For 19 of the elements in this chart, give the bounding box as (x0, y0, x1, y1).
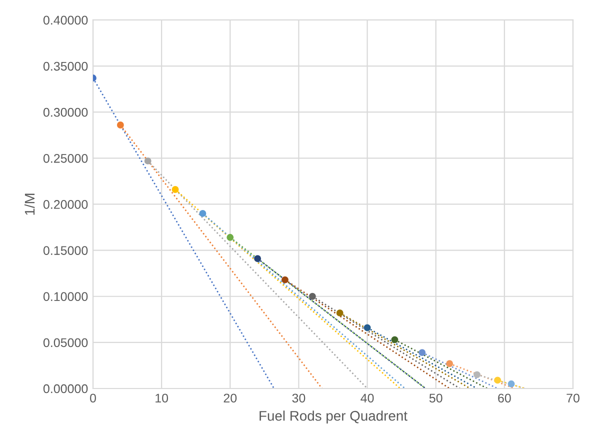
y-tick-label: 0.30000 (43, 108, 88, 117)
y-tick-label: 0.40000 (43, 16, 88, 25)
y-tick-label: 0.25000 (43, 154, 88, 163)
x-tick-label: 0 (90, 394, 96, 403)
y-tick-label: 0.10000 (43, 292, 88, 302)
y-tick-label: 0.20000 (43, 200, 88, 209)
x-tick-label: 50 (429, 394, 442, 403)
x-tick-label: 70 (566, 394, 580, 403)
y-tick-label: 0.35000 (43, 62, 88, 71)
x-tick-label: 20 (224, 394, 237, 403)
x-tick-label: 30 (292, 394, 306, 403)
y-tick-label: 0.15000 (43, 246, 88, 255)
x-axis-title: Fuel Rods per Quadrent (260, 410, 408, 424)
y-tick-label: 0.00000 (43, 384, 88, 394)
y-axis-title: 1/M (24, 194, 35, 215)
x-tick-label: 60 (498, 394, 511, 403)
x-tick-label: 40 (360, 394, 374, 403)
x-tick-label: 10 (156, 394, 168, 403)
y-tick-label: 0.05000 (43, 338, 88, 348)
